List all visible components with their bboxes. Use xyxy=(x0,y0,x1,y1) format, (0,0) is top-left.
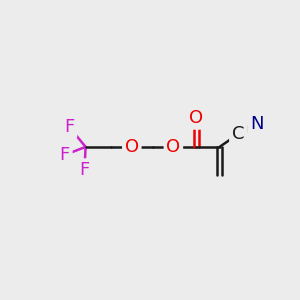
Text: N: N xyxy=(250,115,263,133)
Text: O: O xyxy=(189,109,203,127)
Text: F: F xyxy=(60,146,70,164)
Text: O: O xyxy=(166,138,180,156)
Text: C: C xyxy=(232,125,244,143)
Text: F: F xyxy=(64,118,75,136)
Text: O: O xyxy=(125,138,139,156)
Text: F: F xyxy=(79,161,90,179)
